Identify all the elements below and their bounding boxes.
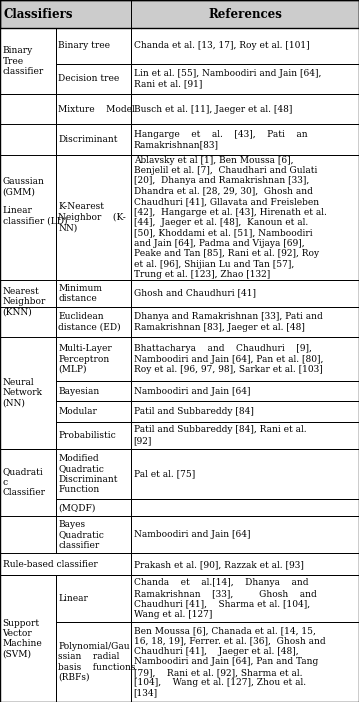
Bar xyxy=(56,307,131,337)
Text: Bayes
Quadratic
classifier: Bayes Quadratic classifier xyxy=(58,520,104,550)
Text: Discriminant: Discriminant xyxy=(58,135,118,144)
Bar xyxy=(0,0,131,28)
Bar xyxy=(131,402,359,422)
Bar xyxy=(56,337,131,381)
Text: Bhattacharya    and    Chaudhuri    [9],
Namboodiri and Jain [64], Pan et al. [8: Bhattacharya and Chaudhuri [9], Namboodi… xyxy=(134,344,323,374)
Text: Binary tree: Binary tree xyxy=(58,41,110,51)
Text: Minimum
distance: Minimum distance xyxy=(58,284,102,303)
Bar xyxy=(56,576,131,622)
Text: Modified
Quadratic
Discriminant
Function: Modified Quadratic Discriminant Function xyxy=(58,454,118,494)
Text: Rule-based classifier: Rule-based classifier xyxy=(3,559,97,569)
Bar xyxy=(0,0,359,28)
Text: Chanda    et    al.[14],    Dhanya    and
Ramakrishnan    [33],         Ghosh   : Chanda et al.[14], Dhanya and Ramakrishn… xyxy=(134,578,316,618)
Text: Busch et al. [11], Jaeger et al. [48]: Busch et al. [11], Jaeger et al. [48] xyxy=(134,105,292,114)
Bar xyxy=(56,64,131,94)
Text: Lin et al. [55], Namboodiri and Jain [64],
Rani et al. [91]: Lin et al. [55], Namboodiri and Jain [64… xyxy=(134,69,321,88)
Text: Decision tree: Decision tree xyxy=(58,74,120,84)
Text: Patil and Subbareddy [84]: Patil and Subbareddy [84] xyxy=(134,407,253,416)
Text: Bayesian: Bayesian xyxy=(58,387,99,396)
Text: Gaussian
(GMM): Gaussian (GMM) xyxy=(3,177,45,197)
Bar xyxy=(56,622,131,702)
Bar xyxy=(131,28,359,64)
Text: Support
Vector
Machine
(SVM): Support Vector Machine (SVM) xyxy=(3,618,42,658)
Bar xyxy=(56,516,131,553)
Text: Modular: Modular xyxy=(58,407,97,416)
Bar xyxy=(0,337,56,449)
Bar xyxy=(0,124,56,307)
Text: Nearest
Neighbor
(KNN): Nearest Neighbor (KNN) xyxy=(3,287,46,317)
Text: Hangarge    et    al.    [43],    Pati    an
Ramakrishnan[83]: Hangarge et al. [43], Pati an Ramakrishn… xyxy=(134,130,307,150)
Bar xyxy=(56,402,131,422)
Bar xyxy=(56,124,131,154)
Bar xyxy=(0,154,56,449)
Bar xyxy=(131,499,359,516)
Text: (MQDF): (MQDF) xyxy=(58,503,95,512)
Bar xyxy=(131,0,359,28)
Text: Multi-Layer
Perceptron
(MLP): Multi-Layer Perceptron (MLP) xyxy=(58,344,112,374)
Text: Namboodiri and Jain [64]: Namboodiri and Jain [64] xyxy=(134,387,250,396)
Bar xyxy=(56,279,131,307)
Bar xyxy=(131,94,359,124)
Bar xyxy=(131,124,359,154)
Text: Pal et al. [75]: Pal et al. [75] xyxy=(134,470,195,479)
Text: Ben Moussa [6], Chanada et al. [14, 15,
16, 18, 19], Ferrer. et al. [36],  Ghosh: Ben Moussa [6], Chanada et al. [14, 15, … xyxy=(134,626,325,698)
Bar xyxy=(131,622,359,702)
Bar xyxy=(131,516,359,553)
Bar xyxy=(131,64,359,94)
Bar xyxy=(0,553,131,576)
Bar xyxy=(0,449,56,516)
Bar xyxy=(56,28,131,64)
Bar xyxy=(131,279,359,307)
Text: Euclidean
distance (ED): Euclidean distance (ED) xyxy=(58,312,121,331)
Text: Binary
Tree
classifier: Binary Tree classifier xyxy=(3,46,44,76)
Bar xyxy=(56,422,131,449)
Text: Dhanya and Ramakrishnan [33], Pati and
Ramakrishnan [83], Jaeger et al. [48]: Dhanya and Ramakrishnan [33], Pati and R… xyxy=(134,312,322,331)
Text: Probabilistic: Probabilistic xyxy=(58,430,116,439)
Bar xyxy=(131,553,359,576)
Text: Ghosh and Chaudhuri [41]: Ghosh and Chaudhuri [41] xyxy=(134,289,256,298)
Bar xyxy=(131,381,359,402)
Text: Linear: Linear xyxy=(58,594,88,603)
Text: References: References xyxy=(208,8,282,20)
Bar xyxy=(131,422,359,449)
Text: Namboodiri and Jain [64]: Namboodiri and Jain [64] xyxy=(134,530,250,539)
Bar xyxy=(131,337,359,381)
Bar xyxy=(0,94,56,279)
Bar xyxy=(56,381,131,402)
Bar xyxy=(56,154,131,279)
Bar xyxy=(131,576,359,622)
Text: Polynomial/Gau
ssian    radial
basis    functions
(RBFs): Polynomial/Gau ssian radial basis functi… xyxy=(58,642,136,682)
Bar xyxy=(131,449,359,499)
Bar xyxy=(131,307,359,337)
Bar xyxy=(56,94,131,124)
Bar xyxy=(56,449,131,499)
Text: Quadrati
c
Classifier: Quadrati c Classifier xyxy=(3,468,46,497)
Bar xyxy=(56,499,131,516)
Text: Linear
classifier (LD): Linear classifier (LD) xyxy=(3,206,67,225)
Bar xyxy=(0,28,56,94)
Text: Prakash et al. [90], Razzak et al. [93]: Prakash et al. [90], Razzak et al. [93] xyxy=(134,559,303,569)
Bar xyxy=(131,154,359,279)
Bar xyxy=(0,576,56,702)
Text: Ablavsky et al [1], Ben Moussa [6],
Benjelil et al. [7],  Chaudhari and Gulati
[: Ablavsky et al [1], Ben Moussa [6], Benj… xyxy=(134,156,326,279)
Text: Neural
Network
(NN): Neural Network (NN) xyxy=(3,378,42,408)
Text: K-Nearest
Neighbor    (K-
NN): K-Nearest Neighbor (K- NN) xyxy=(58,202,126,232)
Text: Mixture    Model: Mixture Model xyxy=(58,105,135,114)
Text: Patil and Subbareddy [84], Rani et al.
[92]: Patil and Subbareddy [84], Rani et al. [… xyxy=(134,425,306,445)
Text: Classifiers: Classifiers xyxy=(4,8,73,20)
Text: Chanda et al. [13, 17], Roy et al. [101]: Chanda et al. [13, 17], Roy et al. [101] xyxy=(134,41,309,51)
